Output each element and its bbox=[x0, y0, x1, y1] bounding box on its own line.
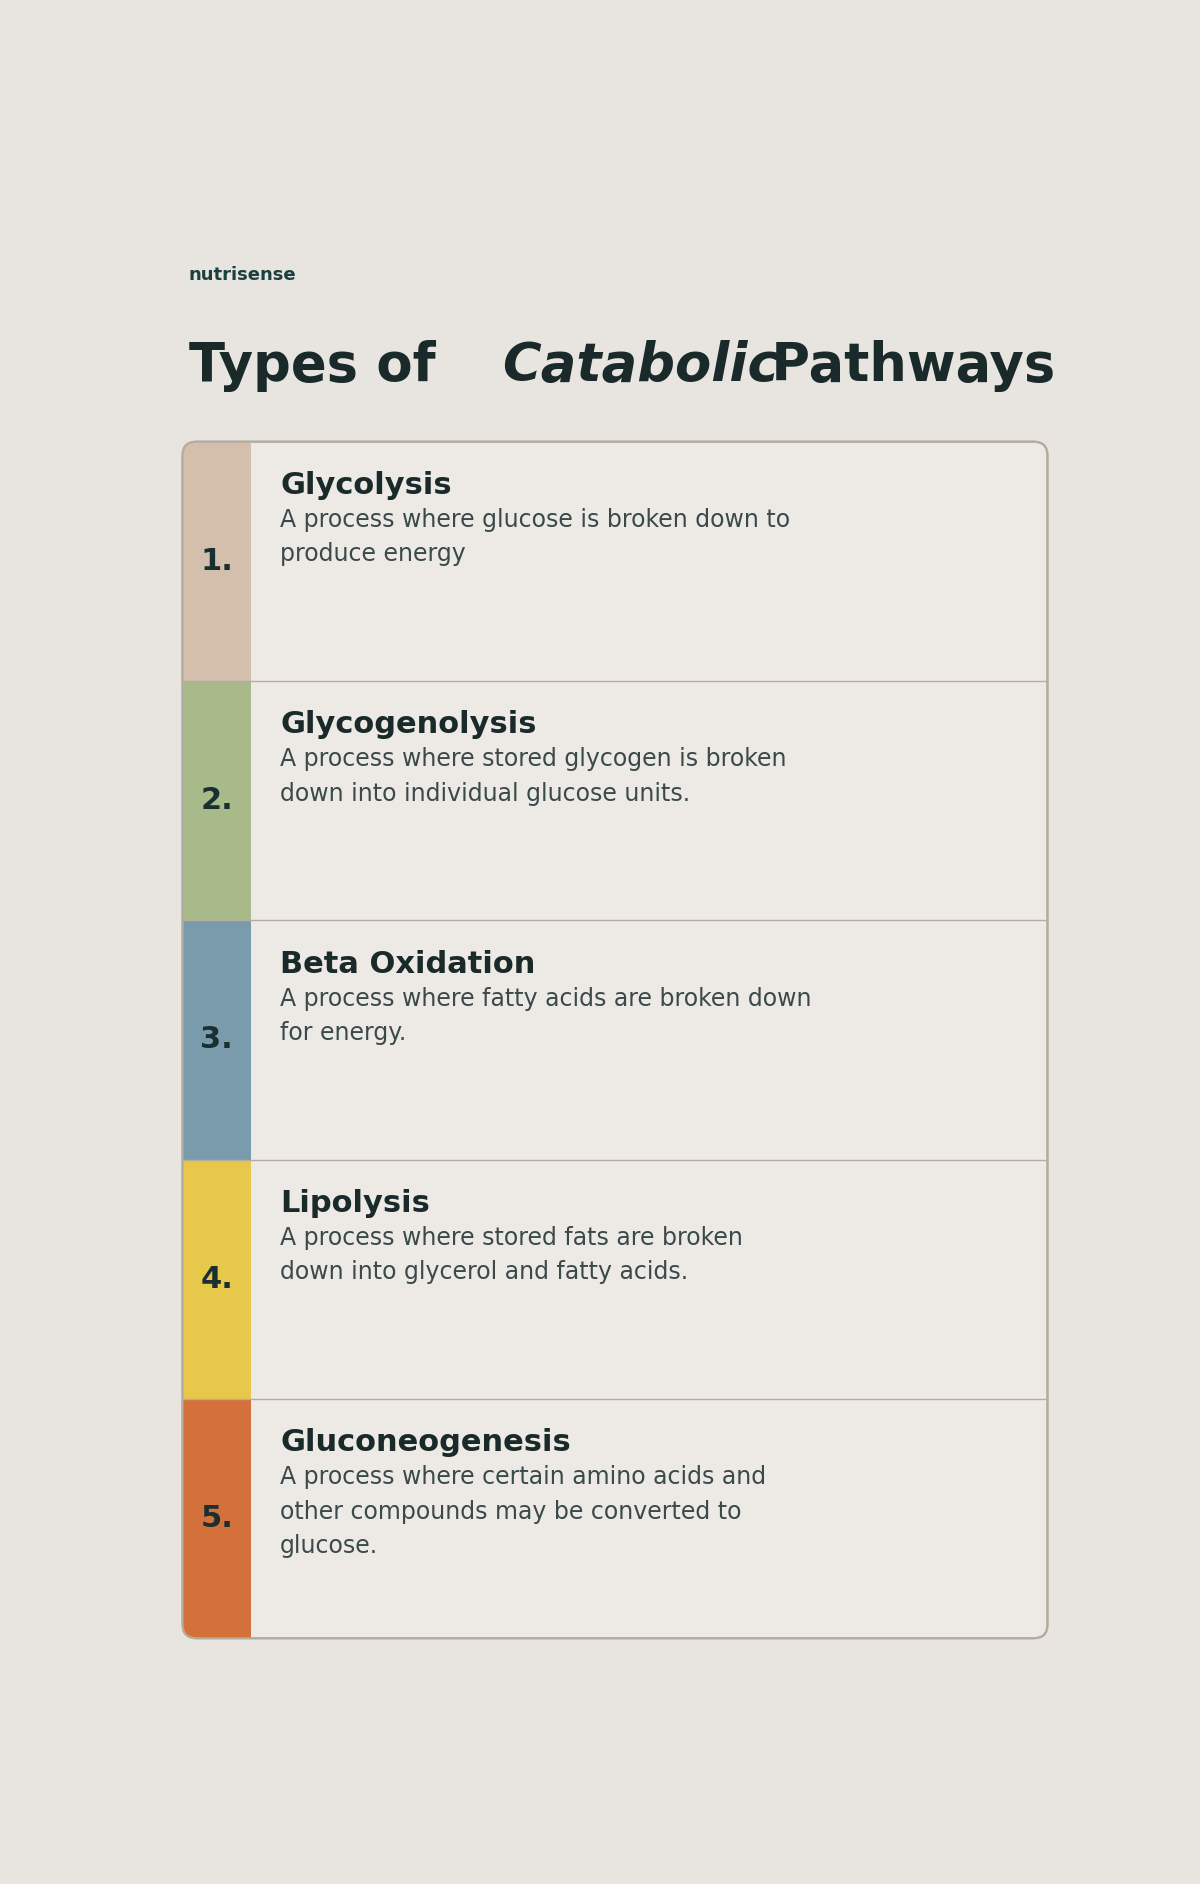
Bar bbox=[182, 441, 251, 680]
FancyBboxPatch shape bbox=[182, 441, 1048, 1639]
Text: 2.: 2. bbox=[200, 786, 233, 816]
Text: A process where certain amino acids and
other compounds may be converted to
gluc: A process where certain amino acids and … bbox=[281, 1466, 767, 1558]
Text: Beta Oxidation: Beta Oxidation bbox=[281, 950, 535, 978]
Text: A process where fatty acids are broken down
for energy.: A process where fatty acids are broken d… bbox=[281, 987, 811, 1046]
Text: 1.: 1. bbox=[200, 546, 233, 577]
Text: A process where stored fats are broken
down into glycerol and fatty acids.: A process where stored fats are broken d… bbox=[281, 1226, 743, 1285]
Bar bbox=[182, 1400, 251, 1639]
Text: 4.: 4. bbox=[200, 1264, 233, 1294]
Text: Catabolic: Catabolic bbox=[502, 339, 779, 392]
Bar bbox=[182, 680, 251, 919]
Text: A process where glucose is broken down to
produce energy: A process where glucose is broken down t… bbox=[281, 509, 791, 567]
Bar bbox=[182, 1161, 251, 1400]
Text: nutrisense: nutrisense bbox=[188, 266, 296, 284]
Text: A process where stored glycogen is broken
down into individual glucose units.: A process where stored glycogen is broke… bbox=[281, 748, 787, 806]
Text: Glycogenolysis: Glycogenolysis bbox=[281, 710, 536, 739]
Text: 5.: 5. bbox=[200, 1503, 233, 1534]
Bar bbox=[182, 919, 251, 1161]
Text: Gluconeogenesis: Gluconeogenesis bbox=[281, 1428, 571, 1456]
Text: Glycolysis: Glycolysis bbox=[281, 471, 452, 499]
Text: 3.: 3. bbox=[200, 1025, 233, 1055]
Text: Pathways: Pathways bbox=[754, 339, 1056, 392]
Text: Lipolysis: Lipolysis bbox=[281, 1189, 430, 1217]
Text: Types of: Types of bbox=[188, 339, 454, 392]
